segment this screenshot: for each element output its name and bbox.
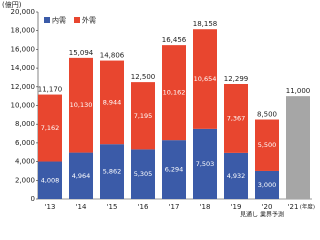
bar-segment <box>131 149 155 199</box>
total-label: 16,456 <box>162 36 187 44</box>
bar-segment <box>69 152 93 199</box>
y-tick-label: 10,000 <box>11 102 36 110</box>
value-label: 7,503 <box>196 160 215 168</box>
x-tick-label: '18 <box>200 203 211 211</box>
x-tick-label: '17 <box>169 203 180 211</box>
bar-segment <box>255 119 279 171</box>
total-label: 8,500 <box>257 111 277 119</box>
y-tick-label: 12,000 <box>11 83 36 91</box>
bar-segment <box>69 57 93 153</box>
value-label: 5,500 <box>258 141 277 149</box>
y-tick-label: 16,000 <box>11 45 36 53</box>
y-tick-label: 6,000 <box>15 139 35 147</box>
bar-segment <box>224 152 248 199</box>
value-label: 6,294 <box>165 166 184 174</box>
total-label: 11,170 <box>38 86 63 94</box>
legend-swatch <box>74 17 80 23</box>
bar-segment <box>100 144 124 199</box>
y-tick-label: 18,000 <box>11 27 36 35</box>
x-tick-label: '21 <box>288 203 299 211</box>
value-label: 3,000 <box>258 181 277 189</box>
y-tick-label: 8,000 <box>15 120 35 128</box>
x-unit: (年度) <box>300 203 315 211</box>
total-label: 15,094 <box>69 49 94 57</box>
total-label: 14,806 <box>100 52 125 60</box>
value-label: 7,195 <box>134 112 153 120</box>
y-tick-label: 0 <box>31 195 35 203</box>
value-label: 5,305 <box>134 170 153 178</box>
value-label: 7,162 <box>41 124 60 132</box>
bar-segment <box>131 82 155 150</box>
y-tick-label: 20,000 <box>11 8 36 16</box>
legend-label: 内需 <box>52 16 66 25</box>
forecast-bar <box>286 96 310 199</box>
value-label: 10,162 <box>163 89 186 97</box>
y-tick-label: 2,000 <box>15 176 35 184</box>
x-tick-label: '16 <box>138 203 149 211</box>
bar-segment <box>255 170 279 199</box>
bar-segment <box>193 128 217 199</box>
x-tick-label: '15 <box>107 203 118 211</box>
value-label: 4,964 <box>72 172 91 180</box>
total-label: 12,500 <box>131 73 156 81</box>
bar-segment <box>162 45 186 141</box>
x-tick-label: '14 <box>76 203 87 211</box>
bar-segment <box>224 84 248 153</box>
total-label: 12,299 <box>224 75 249 83</box>
bar-segment <box>162 140 186 199</box>
value-label: 4,008 <box>41 176 60 184</box>
value-label: 8,944 <box>103 98 122 106</box>
x-tick-label: '13 <box>45 203 56 211</box>
value-label: 5,862 <box>103 168 122 176</box>
y-tick-label: 4,000 <box>15 158 35 166</box>
bar-segment <box>193 29 217 129</box>
bar-segment <box>38 94 62 162</box>
total-label: 11,000 <box>286 87 311 95</box>
legend-label: 外需 <box>82 16 96 25</box>
legend-swatch <box>44 17 50 23</box>
x-tick-label: '19 <box>231 203 242 211</box>
total-label: 18,158 <box>193 20 218 28</box>
y-unit: (億円) <box>2 0 22 9</box>
value-label: 7,367 <box>227 114 246 122</box>
value-label: 4,932 <box>227 172 246 180</box>
bar-segment <box>100 60 124 145</box>
value-label: 10,654 <box>194 75 217 83</box>
y-tick-label: 14,000 <box>11 64 36 72</box>
annotation: 見通し 業界予測 <box>240 211 284 219</box>
x-tick-label: '20 <box>262 203 273 211</box>
chart: (億円) (年度) 見通し 業界予測 0 2,000 4,000 6,000 8,000… <box>2 0 315 219</box>
bar-segment <box>38 161 62 199</box>
value-label: 10,130 <box>70 101 93 109</box>
